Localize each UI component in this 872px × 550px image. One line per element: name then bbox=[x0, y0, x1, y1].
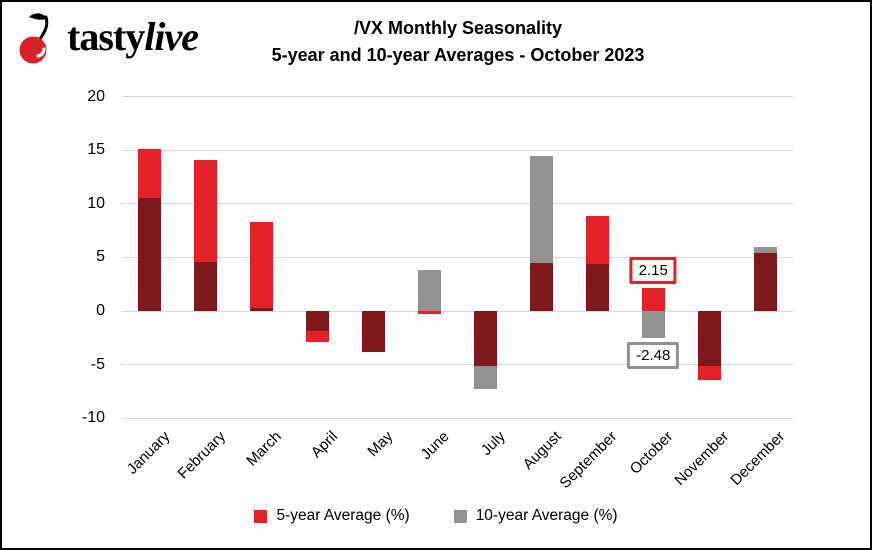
bar-segment bbox=[641, 311, 665, 338]
brand-tasty: tasty bbox=[67, 14, 145, 59]
bar-segment bbox=[641, 287, 665, 311]
legend-item-10-year: 10-year Average (%) bbox=[453, 507, 618, 525]
month-label: December bbox=[727, 428, 789, 489]
month-label: November bbox=[671, 428, 733, 489]
y-tick-label: 20 bbox=[87, 87, 105, 105]
gridline bbox=[122, 417, 793, 419]
bar-segment bbox=[697, 365, 721, 380]
brand-live: live bbox=[144, 14, 199, 59]
y-tick-label: 5 bbox=[96, 248, 105, 266]
bar-segment bbox=[473, 365, 497, 390]
bar-segment bbox=[138, 149, 162, 199]
bar-segment bbox=[473, 311, 497, 366]
legend-swatch-10-year-icon bbox=[453, 509, 467, 523]
gridline bbox=[122, 256, 793, 258]
bar-segment bbox=[306, 331, 330, 343]
bar-segment bbox=[418, 311, 442, 315]
brand-wordmark: tastylive bbox=[67, 8, 199, 66]
y-tick-label: 10 bbox=[87, 194, 105, 212]
gridline bbox=[122, 96, 793, 98]
annotation-box: 2.15 bbox=[629, 256, 677, 284]
gridline bbox=[122, 149, 793, 151]
chart-title-block: /VX Monthly Seasonality 5-year and 10-ye… bbox=[122, 15, 794, 69]
gridline bbox=[122, 364, 793, 366]
bar-segment bbox=[418, 270, 442, 311]
month-label: September bbox=[556, 428, 621, 492]
month-label: April bbox=[307, 428, 341, 462]
month-label: March bbox=[243, 428, 285, 470]
month-label: October bbox=[626, 428, 677, 478]
bar-segment bbox=[250, 222, 274, 308]
tastylive-logo: tastylive bbox=[16, 8, 199, 66]
bar-segment bbox=[194, 159, 218, 262]
bar-segment bbox=[697, 311, 721, 366]
bar-segment bbox=[753, 246, 777, 254]
y-tick-label: -10 bbox=[81, 409, 105, 427]
y-tick-label: -5 bbox=[90, 355, 105, 373]
bar-segment bbox=[138, 198, 162, 311]
chart-title-line2: 5-year and 10-year Averages - October 20… bbox=[271, 45, 645, 65]
annotation-box: -2.48 bbox=[627, 341, 680, 369]
legend-label-10-year: 10-year Average (%) bbox=[475, 507, 618, 524]
chart-legend: 5-year Average (%) 10-year Average (%) bbox=[2, 507, 870, 525]
bar-segment bbox=[753, 253, 777, 311]
bar-segment bbox=[250, 307, 274, 311]
y-tick-label: 0 bbox=[96, 302, 105, 319]
bar-segment bbox=[585, 215, 609, 264]
month-label: July bbox=[477, 428, 509, 459]
y-tick-label: 15 bbox=[87, 141, 105, 159]
cherry-icon bbox=[19, 13, 49, 64]
gridline bbox=[122, 310, 793, 312]
gridline bbox=[122, 203, 793, 205]
month-label: February bbox=[174, 428, 229, 483]
month-label: June bbox=[417, 428, 453, 464]
legend-label-5-year: 5-year Average (%) bbox=[276, 507, 410, 524]
chart-title-line1: /VX Monthly Seasonality bbox=[353, 18, 563, 38]
bar-segment bbox=[585, 263, 609, 311]
bar-segment bbox=[194, 261, 218, 311]
month-label: August bbox=[519, 428, 565, 474]
legend-item-5-year: 5-year Average (%) bbox=[254, 507, 410, 525]
legend-swatch-5-year-icon bbox=[254, 509, 268, 523]
bar-segment bbox=[529, 155, 553, 263]
bar-segment bbox=[529, 262, 553, 311]
month-label: May bbox=[364, 428, 397, 461]
bar-segment bbox=[306, 311, 330, 332]
bar-segment bbox=[362, 311, 386, 352]
month-label: January bbox=[123, 428, 173, 478]
